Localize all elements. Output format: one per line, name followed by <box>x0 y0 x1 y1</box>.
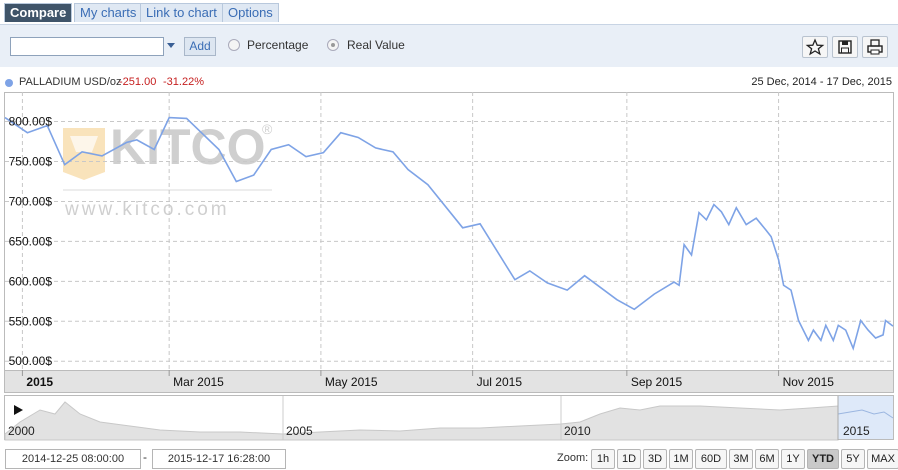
x-tick-label: May 2015 <box>325 375 378 389</box>
legend-entry[interactable]: PALLADIUM USD/oz <box>19 76 122 88</box>
y-tick-label: 750.00$ <box>9 155 53 169</box>
zoom-button[interactable]: YTD <box>807 449 839 469</box>
zoom-button[interactable]: MAX <box>867 449 898 469</box>
navigator-area <box>4 401 839 441</box>
zoom-button[interactable]: 1M <box>669 449 693 469</box>
navigator-label: 2010 <box>564 424 591 438</box>
radio[interactable] <box>327 39 339 51</box>
chart: KITCO ® www.kitco.com 500.00$ 550.00$ 600.… <box>4 92 894 441</box>
change-value: -251.00 <box>119 76 157 88</box>
watermark-mark: ® <box>262 121 273 137</box>
y-tick-label: 500.00$ <box>9 354 53 368</box>
y-tick-label: 700.00$ <box>9 194 53 208</box>
zoom-button[interactable]: 3D <box>643 449 667 469</box>
navigator-label: 2015 <box>843 424 870 438</box>
zoom-button[interactable]: 60D <box>695 449 727 469</box>
x-tick-label: Nov 2015 <box>783 375 835 389</box>
tab[interactable]: My charts <box>74 3 143 22</box>
y-tick-label: 650.00$ <box>9 234 53 248</box>
x-tick-label: Jul 2015 <box>477 375 523 389</box>
zoom-button[interactable]: 1D <box>617 449 641 469</box>
x-tick-label: Sep 2015 <box>631 375 683 389</box>
navigator-label: 2005 <box>286 424 313 438</box>
dropdown-arrow[interactable] <box>166 42 176 50</box>
price-line <box>4 116 894 351</box>
date-to-input[interactable]: 2015-12-17 16:28:00 <box>152 449 286 469</box>
watermark-url: www.kitco.com <box>64 199 230 220</box>
navigator-selection[interactable] <box>838 396 893 439</box>
date-separator: - <box>143 450 147 464</box>
tab[interactable]: Options <box>222 3 279 22</box>
watermark: KITCO ® www.kitco.com <box>63 119 273 220</box>
zoom-button[interactable]: 6M <box>755 449 779 469</box>
play-button[interactable] <box>14 405 23 415</box>
x-tick-label: 2015 <box>26 375 53 389</box>
watermark-logo <box>63 128 105 180</box>
navigator-label: 2000 <box>8 424 35 438</box>
toolbar: Add Percentage Real Value <box>0 24 898 67</box>
save-button[interactable] <box>832 36 858 58</box>
radio[interactable] <box>228 39 240 51</box>
add-button[interactable]: Add <box>184 37 216 56</box>
radio-label: Real Value <box>347 38 405 52</box>
navigator-line <box>837 409 894 419</box>
x-tick-label: Mar 2015 <box>173 375 224 389</box>
legend-marker <box>5 79 13 87</box>
print-button[interactable] <box>862 36 888 58</box>
plot-frame <box>4 92 894 371</box>
favorite-button[interactable] <box>802 36 828 58</box>
y-tick-label: 800.00$ <box>9 115 53 129</box>
zoom-label: Zoom: <box>557 452 589 464</box>
date-range: 25 Dec, 2014 - 17 Dec, 2015 <box>751 76 892 88</box>
symbol-input[interactable] <box>10 37 164 56</box>
tab[interactable]: Compare <box>4 3 73 22</box>
tab[interactable]: Link to chart <box>140 3 223 22</box>
change-percent: -31.22% <box>163 76 204 88</box>
date-from-input[interactable]: 2014-12-25 08:00:00 <box>5 449 141 469</box>
zoom-button[interactable]: 3M <box>729 449 753 469</box>
x-axis-band <box>4 370 894 393</box>
zoom-button[interactable]: 5Y <box>841 449 865 469</box>
watermark-brand: KITCO <box>110 119 266 175</box>
y-tick-label: 550.00$ <box>9 314 53 328</box>
y-tick-label: 600.00$ <box>9 274 53 288</box>
zoom-button[interactable]: 1h <box>591 449 615 469</box>
zoom-button[interactable]: 1Y <box>781 449 805 469</box>
radio-label: Percentage <box>247 38 309 52</box>
